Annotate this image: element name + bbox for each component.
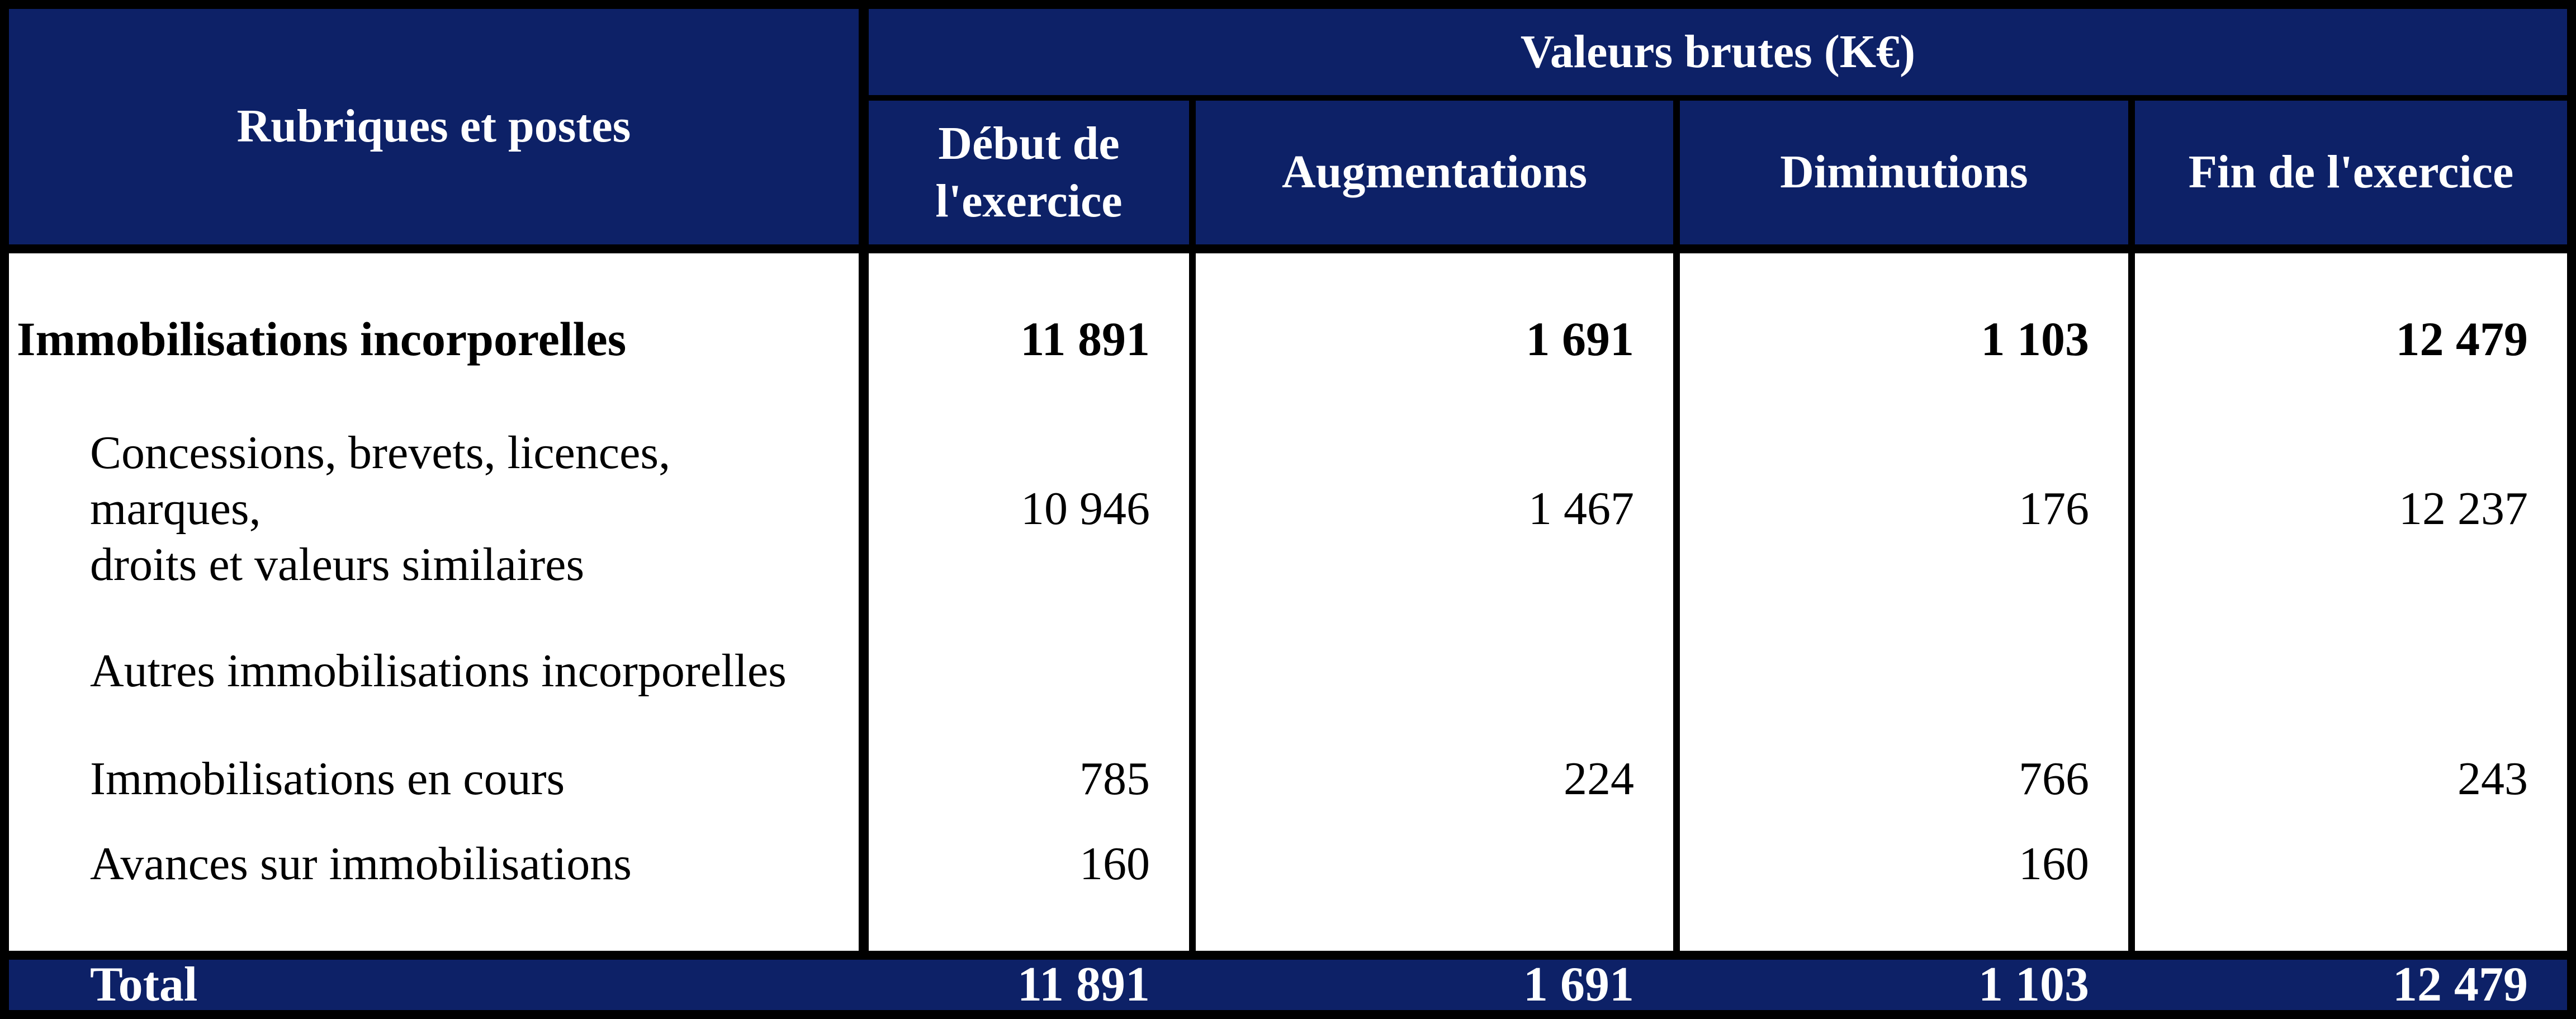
total-diminutions: 1 103 <box>1978 957 2089 1012</box>
cell-diminutions: 766 <box>2019 752 2089 805</box>
grid-divider <box>859 960 869 1010</box>
table-row: Avances sur immobilisations 160 160 <box>9 808 2567 920</box>
header-cell-augmentations-bg <box>1196 101 1673 244</box>
total-debut: 11 891 <box>1017 957 1150 1012</box>
cell-diminutions: 1 103 <box>1981 312 2090 366</box>
total-label: Total <box>90 957 198 1012</box>
cell-fin: 12 479 <box>2395 312 2528 366</box>
grid-divider <box>1189 253 1196 425</box>
cell-fin: 12 237 <box>2399 483 2528 535</box>
table-row: Immobilisations incorporelles 11 891 1 6… <box>9 253 2567 425</box>
table-row: Autres immobilisations incorporelles <box>9 593 2567 749</box>
row-label: Avances sur immobilisations <box>90 838 632 890</box>
group-header-valeurs-brutes: Valeurs brutes (K€) <box>1520 25 1916 78</box>
grid-divider <box>1189 808 1196 920</box>
column-header-diminutions: Diminutions <box>1780 146 2028 199</box>
row-label: Immobilisations incorporelles <box>17 312 627 366</box>
cell-fin <box>2135 808 2567 920</box>
total-augmentations: 1 691 <box>1523 957 1634 1012</box>
grid-divider <box>2128 593 2135 749</box>
table-row: Immobilisations en cours 785 224 766 243 <box>9 749 2567 808</box>
row-label: Immobilisations en cours <box>90 752 565 805</box>
grid-divider <box>1673 960 1680 1010</box>
cell-debut: 10 946 <box>1021 483 1150 535</box>
grid-divider <box>1189 593 1196 749</box>
grid-divider <box>2128 749 2135 808</box>
body-col-diminutions-bg <box>1680 253 2128 951</box>
total-fin: 12 479 <box>2393 957 2528 1012</box>
cell-diminutions <box>1680 593 2128 749</box>
cell-debut: 785 <box>1079 752 1150 805</box>
column-header-rubriques-et-postes: Rubriques et postes <box>236 100 631 153</box>
column-header-augmentations: Augmentations <box>1281 146 1588 199</box>
column-header-debut-exercice: Début de l'exercice <box>935 117 1123 227</box>
cell-augmentations: 1 691 <box>1526 312 1635 366</box>
cell-debut: 160 <box>1079 838 1150 890</box>
grid-divider <box>859 593 869 749</box>
grid-divider <box>2128 425 2135 593</box>
cell-fin <box>2135 593 2567 749</box>
grid-divider <box>1673 808 1680 920</box>
grid-divider <box>1673 425 1680 593</box>
grid-divider <box>1189 960 1196 1010</box>
header-group-valeurs-brutes-bg <box>869 9 2567 95</box>
column-header-fin-exercice: Fin de l'exercice <box>2188 146 2514 199</box>
grid-divider <box>1673 253 1680 425</box>
cell-debut: 11 891 <box>1020 312 1150 366</box>
cell-debut <box>869 593 1189 749</box>
cell-augmentations: 1 467 <box>1528 483 1634 535</box>
grid-divider <box>2128 808 2135 920</box>
total-row-bg <box>9 960 2567 1010</box>
cell-diminutions: 160 <box>2019 838 2089 890</box>
grid-divider <box>2128 253 2135 425</box>
body-col-fin-bg <box>2135 253 2567 951</box>
header-cell-diminutions-bg <box>1680 101 2128 244</box>
header-cell-debut-bg <box>869 101 1189 244</box>
body-col-rubriques-bg <box>9 253 859 951</box>
grid-divider <box>859 425 869 593</box>
body-col-augmentations-bg <box>1196 253 1673 951</box>
grid-divider <box>1673 593 1680 749</box>
grid-divider <box>859 749 869 808</box>
grid-divider <box>1189 749 1196 808</box>
cell-augmentations <box>1196 593 1673 749</box>
cell-augmentations: 224 <box>1564 752 1634 805</box>
grid-divider <box>1189 425 1196 593</box>
cell-fin: 243 <box>2457 752 2528 805</box>
grid-divider <box>859 808 869 920</box>
header-cell-rubriques-bg <box>9 9 859 244</box>
total-row: Total 11 891 1 691 1 103 12 479 <box>9 957 2567 1012</box>
grid-divider <box>1673 749 1680 808</box>
grid-divider <box>859 253 869 425</box>
grid-divider <box>2128 960 2135 1010</box>
cell-diminutions: 176 <box>2019 483 2089 535</box>
row-label: Concessions, brevets, licences, marques,… <box>90 427 671 591</box>
cell-augmentations <box>1196 808 1673 920</box>
body-col-debut-bg <box>869 253 1189 951</box>
row-label: Autres immobilisations incorporelles <box>90 645 787 697</box>
header-cell-fin-bg <box>2135 101 2567 244</box>
table-row: Concessions, brevets, licences, marques,… <box>9 425 2567 593</box>
